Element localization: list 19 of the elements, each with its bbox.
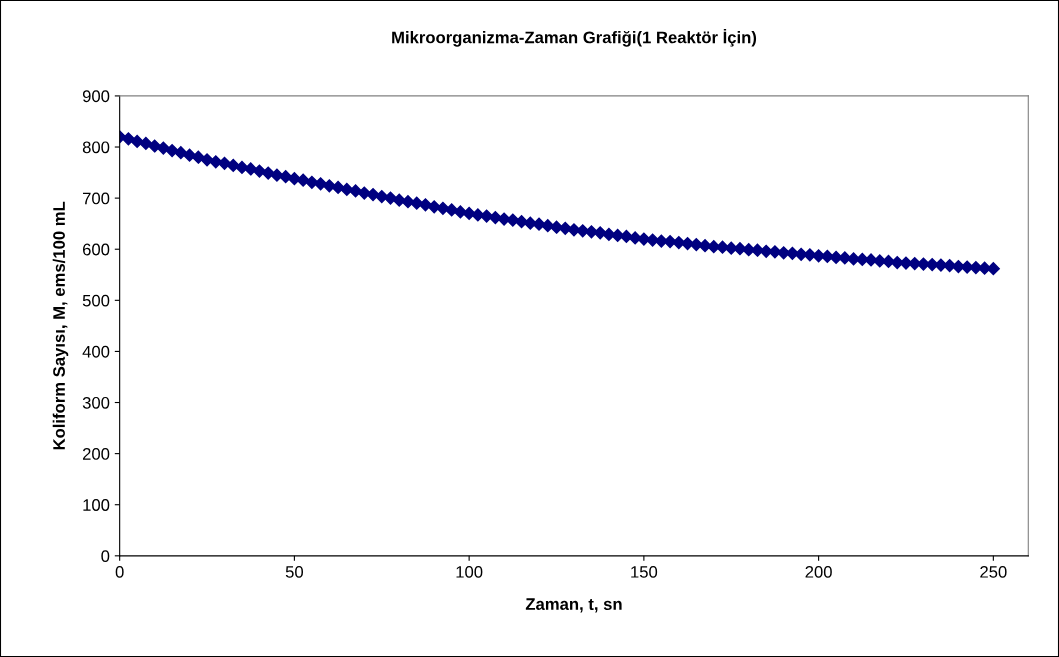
x-tick-label: 150	[631, 565, 658, 578]
x-tick-label: 200	[805, 565, 832, 578]
chart-title: Mikroorganizma-Zaman Grafiği(1 Reaktör İçin)	[392, 28, 757, 47]
y-axis-title: Koliform Sayısı, M, ems/100 mL	[52, 201, 69, 450]
x-tick-label: 50	[285, 565, 304, 578]
y-tick-label: 600	[82, 243, 110, 256]
x-tick-label: 250	[980, 565, 1007, 578]
y-tick-label: 0	[101, 550, 110, 563]
y-tick-label: 100	[83, 499, 110, 511]
y-tick-label: 900	[82, 90, 110, 103]
y-tick-label: 500	[82, 294, 110, 307]
y-tick-label: 200	[82, 448, 110, 460]
x-axis-title: Zaman, t, sn	[525, 598, 622, 613]
y-tick-label: 800	[82, 141, 110, 154]
y-tick-label: 400	[82, 345, 110, 358]
y-tick-label: 300	[82, 396, 110, 409]
y-tick-label: 700	[82, 192, 110, 205]
x-tick-label: 100	[456, 565, 483, 578]
x-tick-label: 0	[115, 565, 124, 578]
